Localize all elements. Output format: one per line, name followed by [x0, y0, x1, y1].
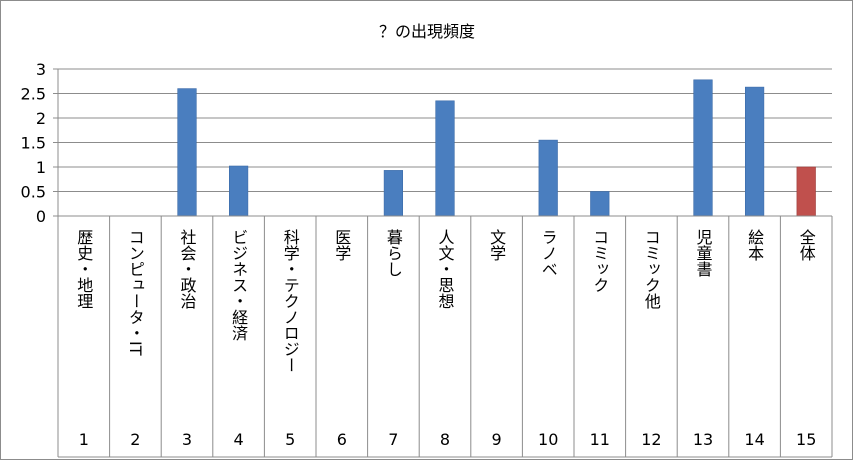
x-category-label: 社会・政治 [178, 229, 197, 309]
category-table [57, 215, 833, 458]
x-category-label: ラノベ [539, 229, 558, 277]
bar [744, 86, 765, 217]
y-tick-label: 1.5 [21, 134, 46, 153]
y-tick-label: 3 [36, 60, 46, 79]
x-axis-labels: 歴史・地理 コンピュータ・IT 社会・政治 ビジネス・経済 科学・テクノロジー 医学 暮らし… [74, 229, 816, 449]
x-category-number: 15 [796, 430, 816, 449]
bar [383, 170, 404, 217]
x-category-label: 人文・思想 [436, 229, 455, 309]
bar [229, 165, 249, 217]
x-category-number: 1 [79, 430, 89, 449]
y-tick-label: 2 [36, 109, 46, 128]
x-category-number: 11 [590, 430, 610, 449]
x-category-label: 絵本 [745, 229, 764, 261]
bar [796, 166, 816, 217]
bar [693, 79, 713, 217]
x-category-label: 児童書 [694, 229, 713, 277]
x-category-label: 暮らし [384, 229, 403, 277]
x-category-number: 7 [388, 430, 398, 449]
x-category-label: 医学 [332, 229, 351, 261]
bar [435, 100, 455, 217]
bar [590, 191, 610, 217]
x-category-number: 9 [492, 430, 502, 449]
x-category-number: 12 [641, 430, 661, 449]
x-category-number: 14 [744, 430, 764, 449]
x-category-label: ビジネス・経済 [229, 229, 248, 341]
bar [177, 88, 197, 217]
x-category-label: 全体 [797, 229, 816, 261]
y-tick-label: 1 [36, 158, 46, 177]
chart-title: ？の出現頻度 [379, 22, 475, 41]
x-category-number: 5 [285, 430, 295, 449]
y-axis-ticks: 0 0.5 1 1.5 2 2.5 3 [21, 60, 46, 226]
x-category-label: 歴史・地理 [74, 229, 93, 309]
x-category-label: 科学・テクノロジー [281, 229, 300, 373]
x-category-label: 文学 [487, 229, 506, 261]
x-category-number: 13 [693, 430, 713, 449]
x-category-label: コミック他 [642, 229, 661, 310]
x-category-number: 4 [234, 430, 244, 449]
bar [538, 139, 558, 217]
y-tick-label: 2.5 [21, 85, 46, 104]
x-category-number: 8 [440, 430, 450, 449]
x-category-number: 6 [337, 430, 347, 449]
x-category-number: 10 [538, 430, 558, 449]
x-category-number: 3 [182, 430, 192, 449]
x-category-number: 2 [130, 430, 140, 449]
y-tick-label: 0.5 [21, 183, 46, 202]
x-category-label: コミック [590, 229, 609, 293]
bars [177, 79, 816, 217]
x-category-label: コンピュータ・IT [126, 229, 145, 356]
y-tick-label: 0 [36, 207, 46, 226]
